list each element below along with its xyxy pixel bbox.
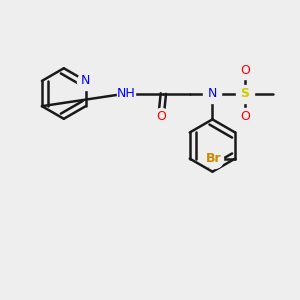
Text: O: O [240,110,250,123]
Text: NH: NH [117,87,136,100]
Text: Br: Br [206,152,221,165]
Text: N: N [208,87,217,100]
Text: O: O [156,110,166,123]
Text: N: N [81,74,90,87]
Text: O: O [240,64,250,77]
Text: S: S [241,87,250,100]
